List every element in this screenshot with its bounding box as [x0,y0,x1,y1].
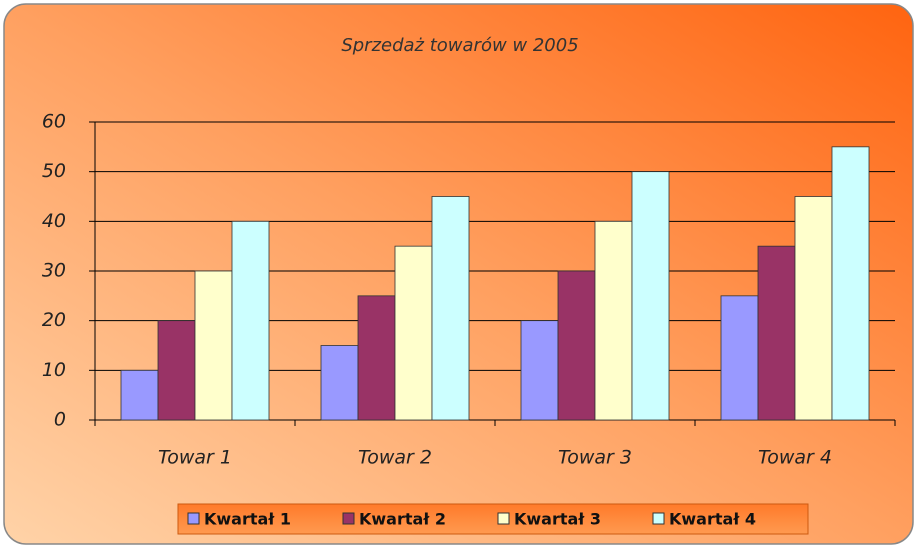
legend-box [177,503,809,535]
legend-swatch [342,512,355,525]
bar [631,171,670,421]
bar [194,270,233,421]
legend-label: Kwartał 3 [514,510,601,529]
legend-swatch [187,512,200,525]
y-tick-label: 10 [42,359,66,381]
legend-swatch [497,512,510,525]
bar [520,320,559,421]
x-tick-label: Towar 1 [158,447,232,469]
legend-label: Kwartał 2 [359,510,446,529]
bar [357,295,396,421]
x-tick-label: Towar 3 [558,447,632,469]
bar [594,220,633,421]
legend-swatch [652,512,665,525]
y-tick-label: 30 [42,260,66,282]
bar [157,320,196,421]
bar [794,196,833,421]
bar [320,345,359,421]
legend-label: Kwartał 1 [204,510,291,529]
x-tick-label: Towar 2 [358,447,432,469]
bar [557,270,596,421]
y-tick-label: 50 [42,160,66,182]
bar [431,196,470,421]
bar [394,245,433,421]
chart-title: Sprzedaż towarów w 2005 [341,35,578,56]
bar [831,146,870,421]
y-tick-label: 20 [42,309,66,331]
bar [120,369,159,421]
y-tick-label: 60 [42,111,66,133]
y-tick-label: 0 [54,409,66,431]
bar [720,295,759,421]
y-tick-label: 40 [42,210,66,232]
bar [231,220,270,421]
bar [757,245,796,421]
x-tick-label: Towar 4 [758,447,832,469]
legend-label: Kwartał 4 [669,510,756,529]
